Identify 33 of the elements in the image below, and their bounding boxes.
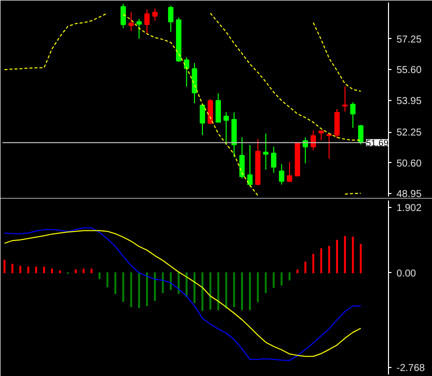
- candlestick: [326, 132, 332, 160]
- y-tick-label: 52.25: [396, 128, 422, 139]
- y-tick-label: -2.768: [396, 363, 426, 374]
- candlestick: [144, 8, 150, 34]
- candlestick: [168, 5, 174, 32]
- y-tick-label: 55.60: [396, 65, 422, 76]
- y-tick-label: 50.60: [396, 158, 422, 170]
- candlestick: [310, 130, 316, 151]
- candlestick: [302, 136, 308, 164]
- candlestick: [286, 161, 292, 183]
- candlestick: [263, 133, 268, 170]
- candlestick: [120, 3, 126, 29]
- candlestick: [334, 108, 340, 139]
- y-tick-label: 1.902: [396, 203, 422, 214]
- candlestick: [224, 112, 229, 146]
- candlestick: [152, 8, 158, 22]
- candlestick: [278, 164, 284, 186]
- candlestick: [350, 102, 356, 128]
- candlestick: [358, 124, 364, 145]
- candlestick: [271, 146, 276, 174]
- candlestick: [128, 12, 134, 32]
- y-tick-label: 0.00: [396, 268, 416, 280]
- line-series: [210, 12, 362, 141]
- ref-line-label: 51.69: [366, 138, 389, 148]
- candlestick: [184, 56, 190, 88]
- y-tick-label: 57.25: [396, 34, 422, 46]
- candlestick: [342, 86, 348, 112]
- y-tick-label: 53.95: [396, 96, 422, 107]
- line-series: [312, 22, 362, 92]
- y-tick-label: 48.95: [396, 189, 422, 200]
- candlestick: [200, 103, 206, 136]
- candlestick: [216, 92, 221, 123]
- candlestick: [136, 18, 142, 40]
